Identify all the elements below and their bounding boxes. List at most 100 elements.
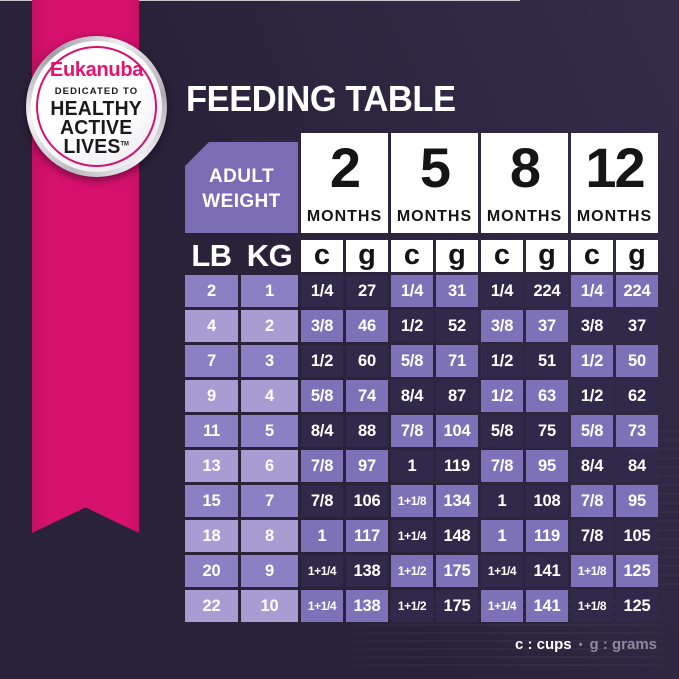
cell-grams: 175 xyxy=(436,590,478,622)
cell-cups: 1/2 xyxy=(571,345,613,377)
cell-lb: 15 xyxy=(185,485,238,517)
cell-grams: 104 xyxy=(436,415,478,447)
cell-grams: 51 xyxy=(526,345,568,377)
cell-grams: 87 xyxy=(436,380,478,412)
cups-column-header: c xyxy=(301,240,343,272)
cell-cups: 1+1/8 xyxy=(571,555,613,587)
cell-cups: 1/4 xyxy=(301,275,343,307)
cell-grams: 31 xyxy=(436,275,478,307)
cell-cups: 1+1/4 xyxy=(391,520,433,552)
month-number: 2 xyxy=(329,136,361,199)
cups-column-header: c xyxy=(481,240,523,272)
cell-grams: 134 xyxy=(436,485,478,517)
cell-grams: 50 xyxy=(616,345,658,377)
cell-grams: 46 xyxy=(346,310,388,342)
cell-grams: 74 xyxy=(346,380,388,412)
month-header-5: 5 MONTHS xyxy=(391,133,478,233)
cell-cups: 1/4 xyxy=(481,275,523,307)
cell-grams: 138 xyxy=(346,590,388,622)
kg-column-header: KG xyxy=(246,238,293,273)
cell-cups: 3/8 xyxy=(571,310,613,342)
cell-kg: 1 xyxy=(241,275,298,307)
grams-column-header: g xyxy=(526,240,568,272)
lb-column-header: LB xyxy=(191,238,232,273)
cell-grams: 95 xyxy=(526,450,568,482)
cell-cups: 1+1/4 xyxy=(481,555,523,587)
month-header-8: 8 MONTHS xyxy=(481,133,568,233)
cell-kg: 5 xyxy=(241,415,298,447)
cell-cups: 1/4 xyxy=(571,275,613,307)
cell-cups: 1 xyxy=(481,520,523,552)
badge-claim-line1: HEALTHY xyxy=(50,97,143,120)
cell-cups: 5/8 xyxy=(571,415,613,447)
cell-cups: 8/4 xyxy=(391,380,433,412)
month-label: MONTHS xyxy=(396,208,473,225)
cell-cups: 1 xyxy=(481,485,523,517)
cell-grams: 37 xyxy=(616,310,658,342)
month-header-2: 2 MONTHS xyxy=(301,133,388,233)
cell-grams: 97 xyxy=(346,450,388,482)
cell-lb: 11 xyxy=(185,415,238,447)
grams-column-header: g xyxy=(616,240,658,272)
legend-separator-dot: • xyxy=(578,638,583,651)
cell-cups: 3/8 xyxy=(301,310,343,342)
cell-kg: 7 xyxy=(241,485,298,517)
cell-kg: 3 xyxy=(241,345,298,377)
month-number: 8 xyxy=(509,136,541,199)
adult-weight-line2: WEIGHT xyxy=(202,190,281,212)
cell-grams: 141 xyxy=(526,555,568,587)
cell-cups: 7/8 xyxy=(571,485,613,517)
cell-grams: 125 xyxy=(616,590,658,622)
cell-grams: 224 xyxy=(526,275,568,307)
page-title: FEEDING TABLE xyxy=(186,78,456,120)
trademark-symbol: TM xyxy=(120,140,130,147)
month-header-12: 12 MONTHS xyxy=(571,133,658,233)
badge-claim-line2: ACTIVE xyxy=(60,116,133,139)
cell-cups: 5/8 xyxy=(391,345,433,377)
cell-grams: 71 xyxy=(436,345,478,377)
cell-kg: 2 xyxy=(241,310,298,342)
cell-lb: 7 xyxy=(185,345,238,377)
month-label: MONTHS xyxy=(306,208,383,225)
cell-cups: 7/8 xyxy=(391,415,433,447)
cell-grams: 88 xyxy=(346,415,388,447)
cell-cups: 7/8 xyxy=(301,485,343,517)
cell-cups: 1+1/4 xyxy=(481,590,523,622)
cell-kg: 9 xyxy=(241,555,298,587)
cell-grams: 108 xyxy=(526,485,568,517)
cell-grams: 175 xyxy=(436,555,478,587)
cell-cups: 1+1/4 xyxy=(301,590,343,622)
cell-cups: 7/8 xyxy=(571,520,613,552)
cell-grams: 63 xyxy=(526,380,568,412)
cell-cups: 1+1/2 xyxy=(391,590,433,622)
badge-tagline: DEDICATED TO xyxy=(54,85,139,97)
cell-kg: 6 xyxy=(241,450,298,482)
month-label: MONTHS xyxy=(576,208,653,225)
cell-grams: 60 xyxy=(346,345,388,377)
cell-grams: 37 xyxy=(526,310,568,342)
cell-cups: 1 xyxy=(391,450,433,482)
cell-cups: 1/2 xyxy=(391,310,433,342)
cell-lb: 2 xyxy=(185,275,238,307)
cell-cups: 8/4 xyxy=(301,415,343,447)
month-number: 12 xyxy=(585,136,645,199)
legend-grams: g : grams xyxy=(589,636,657,653)
cell-cups: 1/2 xyxy=(301,345,343,377)
cell-grams: 117 xyxy=(346,520,388,552)
cell-grams: 84 xyxy=(616,450,658,482)
cell-grams: 138 xyxy=(346,555,388,587)
grams-column-header: g xyxy=(346,240,388,272)
cell-cups: 1/2 xyxy=(571,380,613,412)
cups-column-header: c xyxy=(391,240,433,272)
cell-grams: 52 xyxy=(436,310,478,342)
cell-cups: 1+1/4 xyxy=(301,555,343,587)
cell-lb: 13 xyxy=(185,450,238,482)
badge-claim-line3: LIVESTM xyxy=(63,135,130,158)
cell-cups: 1 xyxy=(301,520,343,552)
adult-weight-header: ADULT WEIGHT xyxy=(185,142,298,233)
cell-cups: 7/8 xyxy=(481,450,523,482)
cell-grams: 95 xyxy=(616,485,658,517)
cell-grams: 119 xyxy=(526,520,568,552)
cell-cups: 1/4 xyxy=(391,275,433,307)
